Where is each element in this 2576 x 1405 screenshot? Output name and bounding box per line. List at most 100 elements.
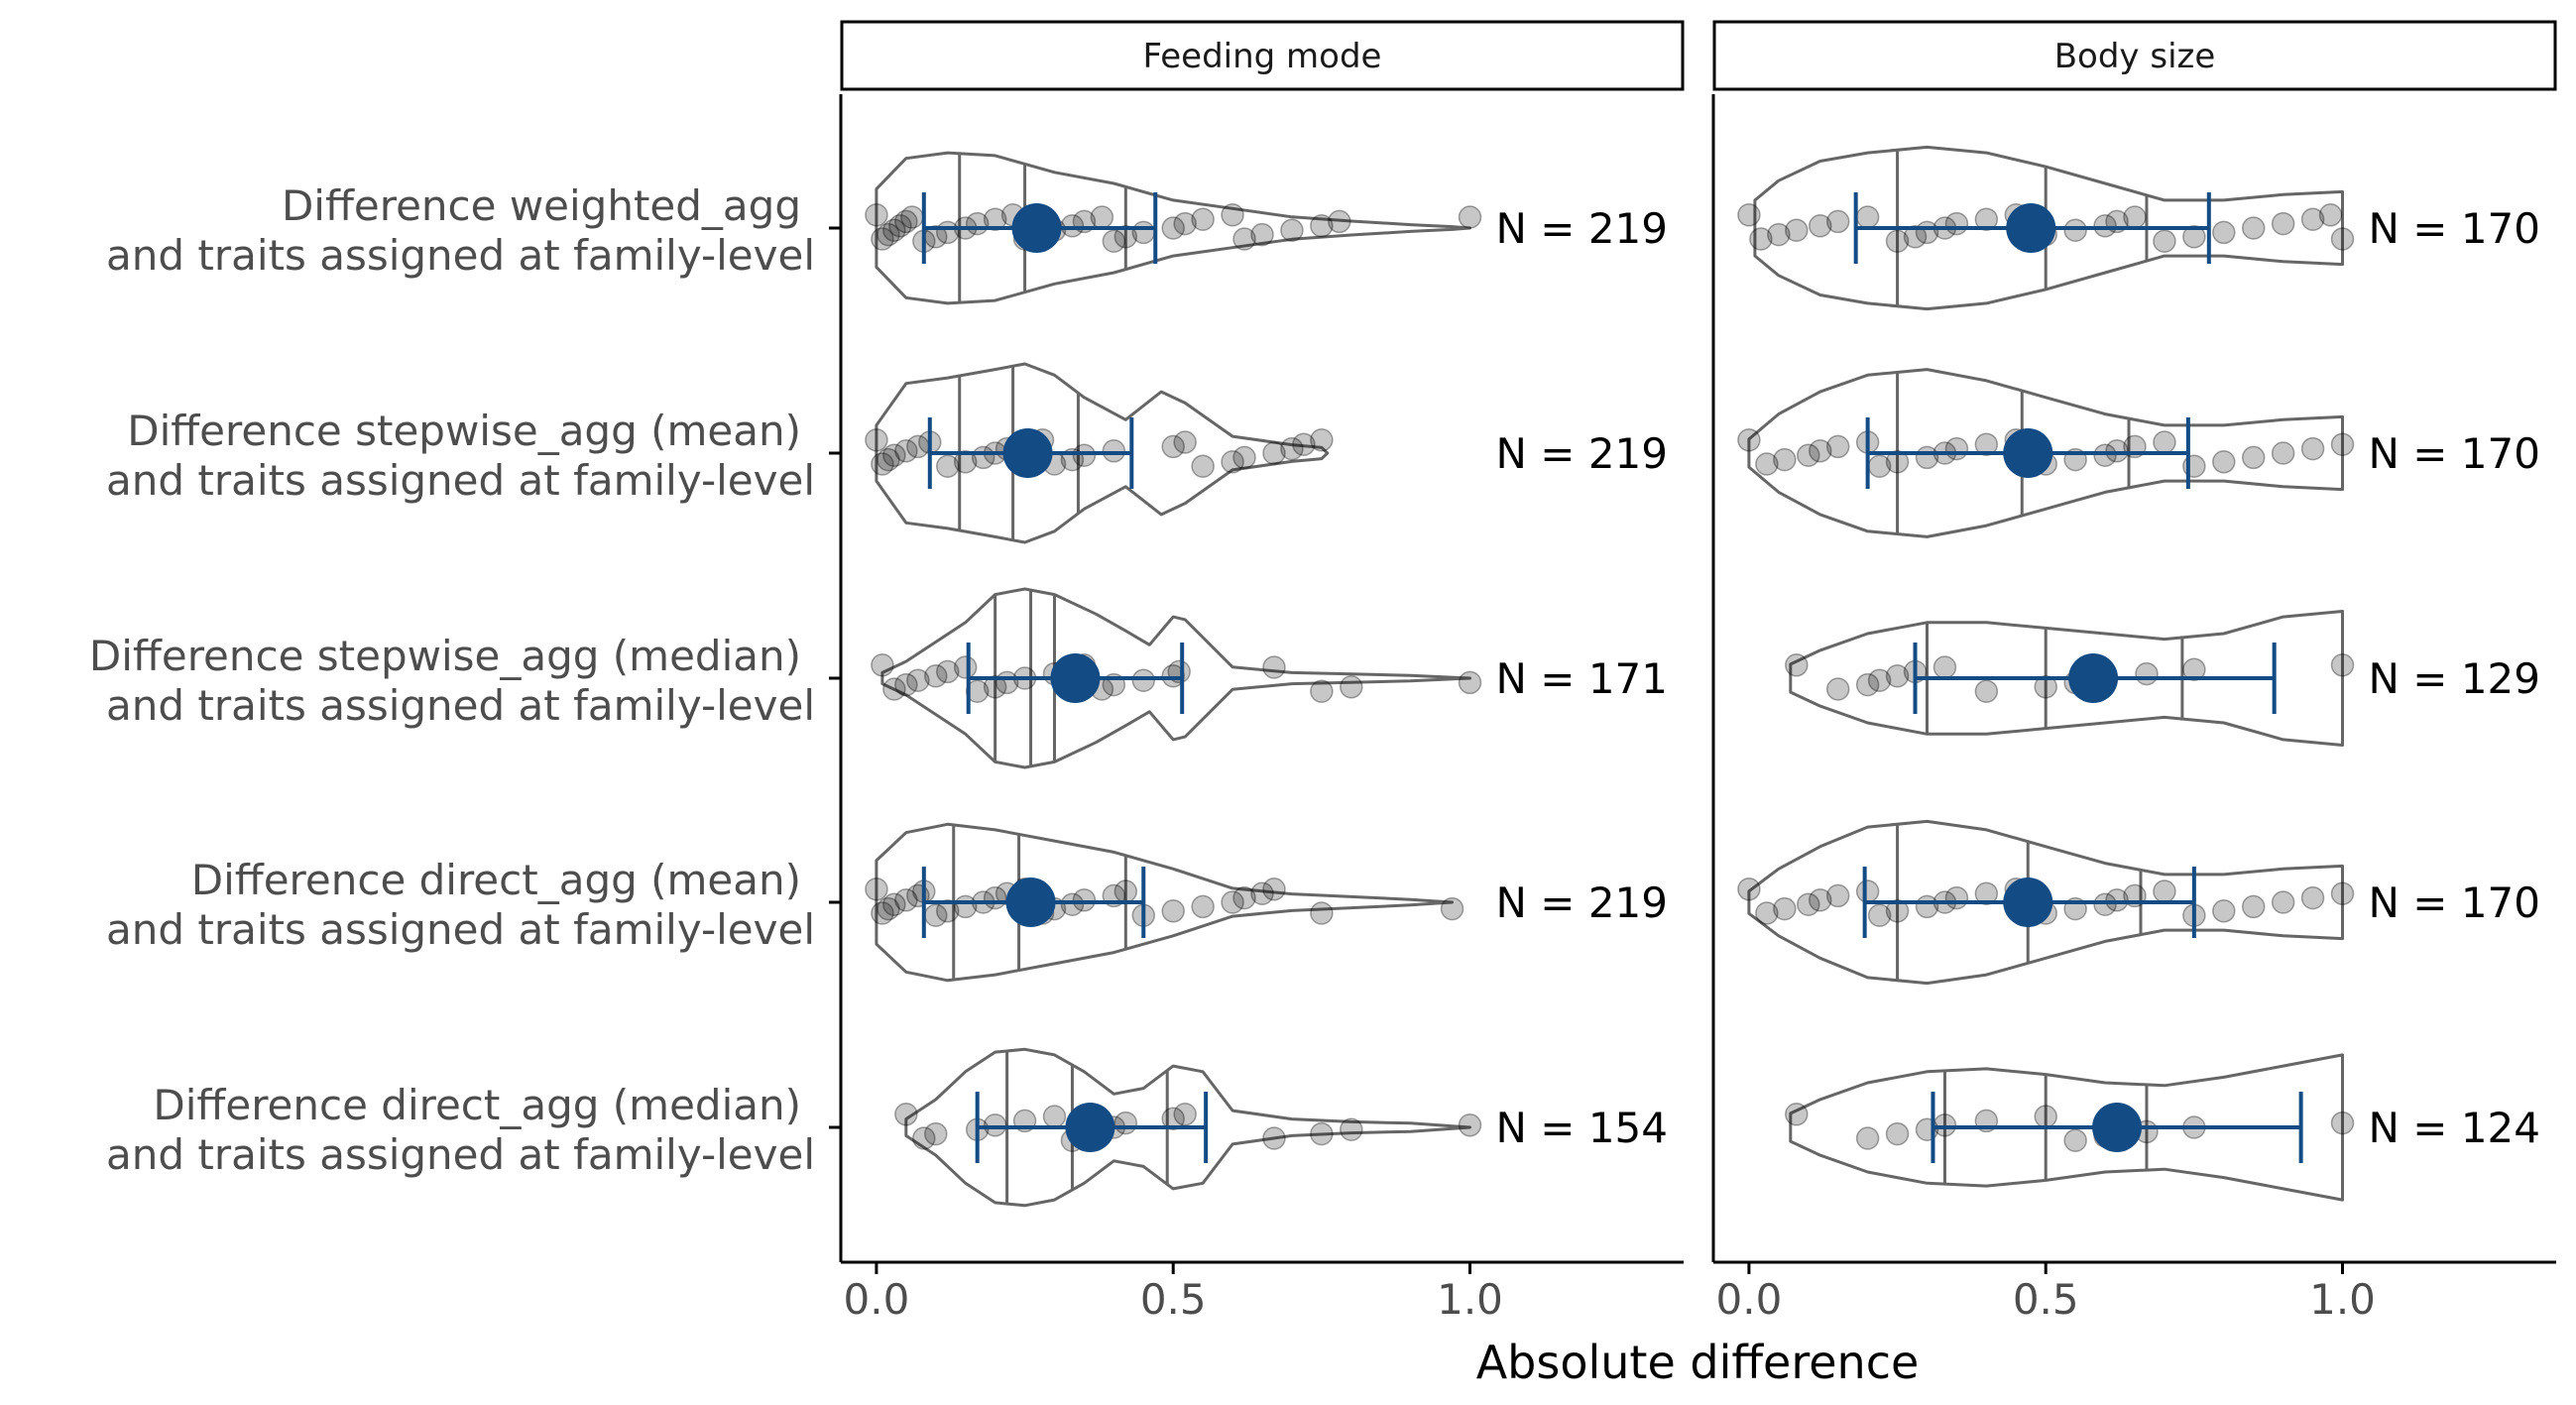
data-point <box>1808 214 1832 238</box>
violin-shape <box>1789 1053 2344 1202</box>
data-point <box>1161 899 1185 923</box>
data-point <box>2241 216 2266 240</box>
data-point <box>1755 452 1779 476</box>
data-point <box>1161 216 1185 240</box>
n-label: N = 171 <box>1496 654 1668 703</box>
x-tick-label: 1.0 <box>1437 1275 1503 1324</box>
data-point <box>1932 655 1957 679</box>
y-category-line: and traits assigned at family-level <box>106 681 815 730</box>
data-point <box>1250 881 1274 905</box>
violin-row: N = 129 <box>1785 610 2540 747</box>
data-point <box>1825 883 1850 908</box>
mean-point <box>1050 653 1101 703</box>
data-point <box>1903 225 1928 249</box>
data-point <box>1232 885 1256 910</box>
data-point <box>2318 203 2343 227</box>
data-point <box>1328 209 1351 234</box>
y-category-line: and traits assigned at family-level <box>106 231 815 280</box>
data-point <box>1113 1111 1138 1135</box>
data-point <box>1090 205 1114 229</box>
strip-header <box>1712 20 2557 91</box>
n-label: N = 219 <box>1496 204 1668 253</box>
data-point <box>1250 222 1274 247</box>
data-point <box>912 1126 936 1150</box>
data-point <box>894 209 918 234</box>
data-point <box>1737 203 1761 227</box>
data-point <box>865 428 888 452</box>
data-point <box>2182 225 2206 249</box>
data-point <box>2093 214 2117 238</box>
data-point <box>882 443 906 467</box>
x-tick-label: 0.0 <box>1716 1275 1783 1324</box>
violin-shape <box>1753 145 2344 311</box>
data-point <box>1340 675 1363 699</box>
data-point <box>2212 220 2236 245</box>
data-point <box>894 1103 918 1126</box>
n-label: N = 170 <box>2369 429 2540 478</box>
data-point <box>2212 450 2236 474</box>
violin-shape <box>904 1047 1471 1208</box>
data-point <box>1855 672 1880 697</box>
data-point <box>1113 225 1138 249</box>
y-category-line: Difference direct_agg (median) <box>153 1081 801 1129</box>
data-point <box>1173 1103 1197 1126</box>
data-point <box>1262 655 1286 679</box>
n-label: N = 124 <box>2369 1104 2540 1152</box>
data-point <box>1262 878 1286 901</box>
data-point <box>1072 443 1097 467</box>
data-point <box>1885 1121 1910 1146</box>
data-point <box>1131 668 1156 692</box>
data-point <box>1458 1113 1482 1137</box>
data-point <box>2135 661 2159 686</box>
data-point <box>1749 227 1773 251</box>
data-point <box>882 892 906 916</box>
strip-header <box>840 20 1685 91</box>
data-point <box>2241 445 2266 470</box>
data-point <box>877 222 900 247</box>
violin-shape <box>875 362 1330 544</box>
strip-label: Feeding mode <box>1143 37 1382 76</box>
data-point <box>2330 227 2355 251</box>
data-point <box>1737 878 1761 901</box>
data-point <box>1944 885 1969 910</box>
data-point <box>1855 1126 1880 1150</box>
data-point <box>2330 432 2355 456</box>
data-point <box>2300 885 2325 910</box>
y-axis-labels: Difference weighted_agg and traits assign… <box>89 181 841 1179</box>
data-point <box>1867 668 1892 692</box>
violin-row: N = 170 <box>1737 819 2540 986</box>
data-point <box>1113 879 1138 903</box>
data-point <box>1060 892 1085 916</box>
data-point <box>1221 203 1244 227</box>
mean-point <box>2068 653 2119 703</box>
data-point <box>1310 428 1334 452</box>
y-category-line: and traits assigned at family-level <box>106 1130 815 1179</box>
mean-point <box>2006 203 2056 253</box>
y-category-line: Difference stepwise_agg (median) <box>89 632 801 680</box>
n-label: N = 170 <box>2369 878 2540 927</box>
violin-row: N = 170 <box>1737 368 2540 538</box>
data-point <box>2153 430 2176 454</box>
data-point <box>983 207 1007 231</box>
data-point <box>1885 450 1910 474</box>
data-point <box>2093 892 2117 916</box>
data-point <box>2034 1105 2057 1128</box>
data-point <box>1310 679 1334 703</box>
data-point <box>2300 207 2325 231</box>
data-point <box>865 878 888 901</box>
data-point <box>1867 903 1892 927</box>
mean-point <box>2003 878 2053 927</box>
data-point <box>894 439 918 463</box>
data-point <box>882 218 906 242</box>
data-point <box>1232 445 1256 470</box>
data-point <box>882 677 906 701</box>
data-point <box>953 655 978 679</box>
x-axis-title: Absolute difference <box>1476 1336 1920 1389</box>
data-point <box>2241 894 2266 919</box>
data-point <box>2063 1128 2087 1152</box>
data-point <box>2271 211 2295 236</box>
violin-shape <box>880 587 1471 769</box>
data-point <box>877 447 900 472</box>
mean-point <box>1002 428 1053 478</box>
data-point <box>1855 879 1880 903</box>
